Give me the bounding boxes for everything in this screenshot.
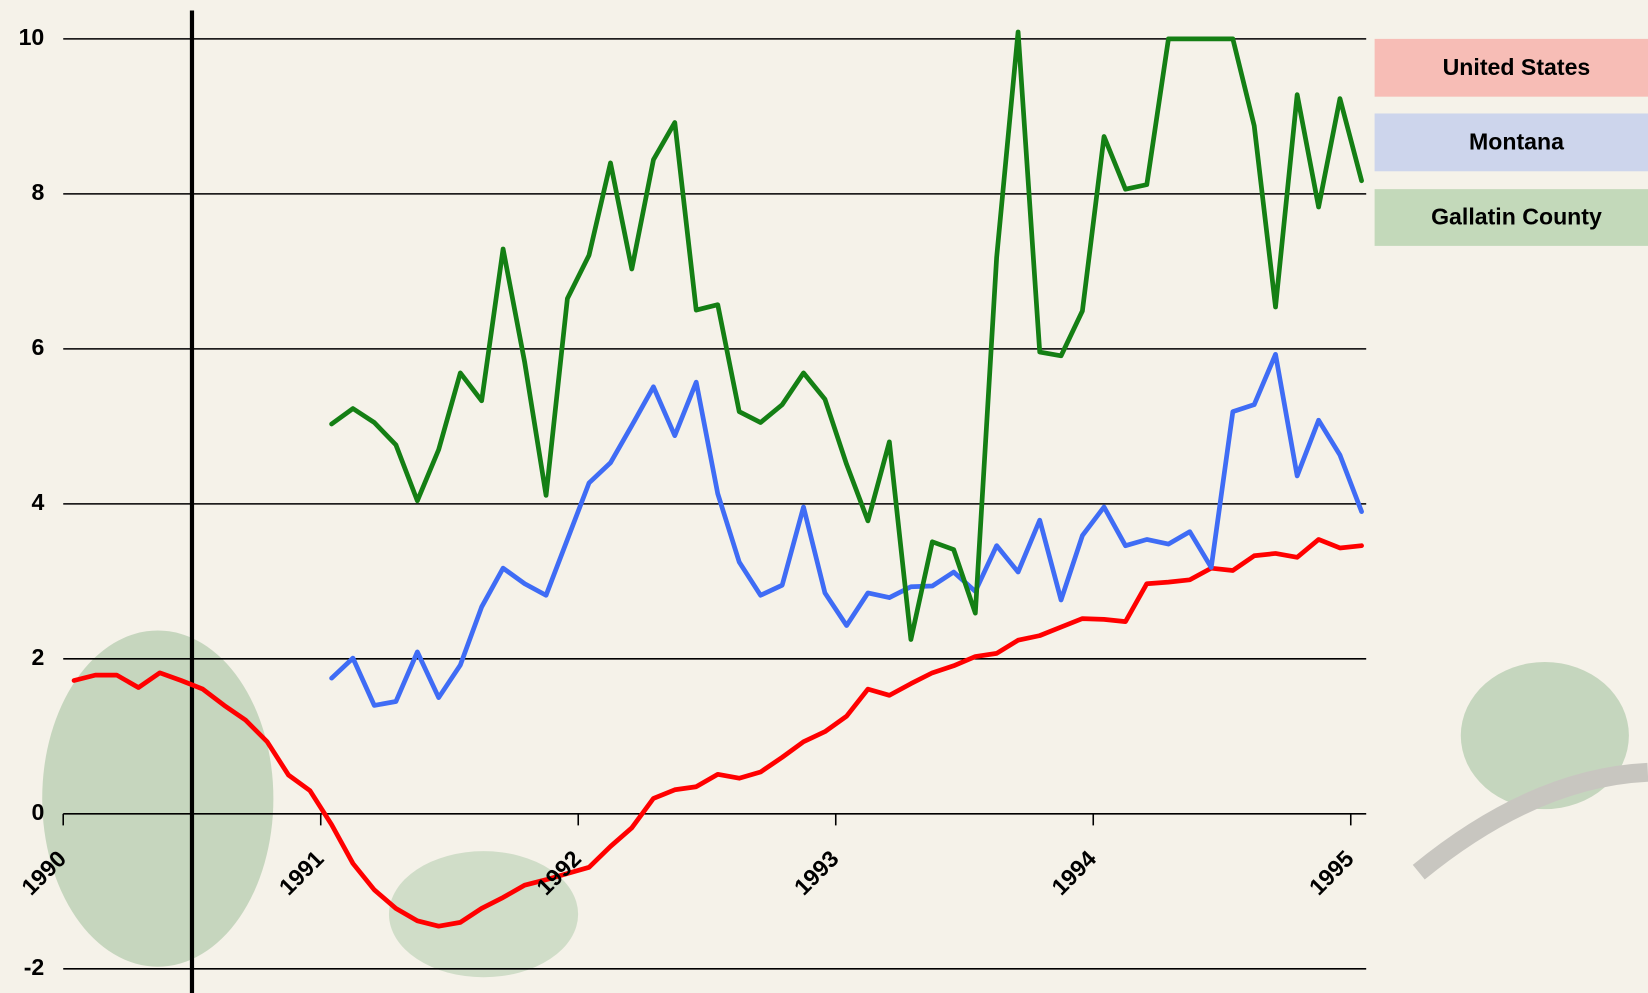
legend-label: Montana <box>1469 129 1564 155</box>
decor-shape <box>42 630 274 967</box>
series-line <box>71 537 1364 929</box>
plot-lines <box>71 29 1364 929</box>
y-tick-label: 6 <box>31 334 44 360</box>
series-line <box>329 351 1364 708</box>
legend-label: United States <box>1443 54 1591 80</box>
y-tick-label: 2 <box>31 644 44 670</box>
y-tick-label: 8 <box>31 179 44 205</box>
background-decor <box>42 630 1648 978</box>
series-line <box>329 29 1364 642</box>
y-tick-label: 10 <box>19 24 45 50</box>
x-tick-label: 1994 <box>1046 845 1101 900</box>
y-tick-label: 4 <box>31 489 44 515</box>
decor-shape <box>1460 662 1629 810</box>
x-tick-label: 1995 <box>1304 845 1359 900</box>
decor-gauge <box>1412 762 1648 880</box>
x-tick-label: 1991 <box>274 845 329 900</box>
y-tick-label: -2 <box>24 954 45 980</box>
y-tick-label: 0 <box>31 799 44 825</box>
legend: United States Montana Gallatin County <box>1374 38 1648 246</box>
legend-swatch <box>1374 189 1648 246</box>
x-tick-label: 1993 <box>789 845 844 900</box>
legend-swatch <box>1374 113 1648 172</box>
legend-swatch <box>1374 38 1648 97</box>
legend-label: Gallatin County <box>1431 204 1602 230</box>
grid <box>63 10 1367 993</box>
